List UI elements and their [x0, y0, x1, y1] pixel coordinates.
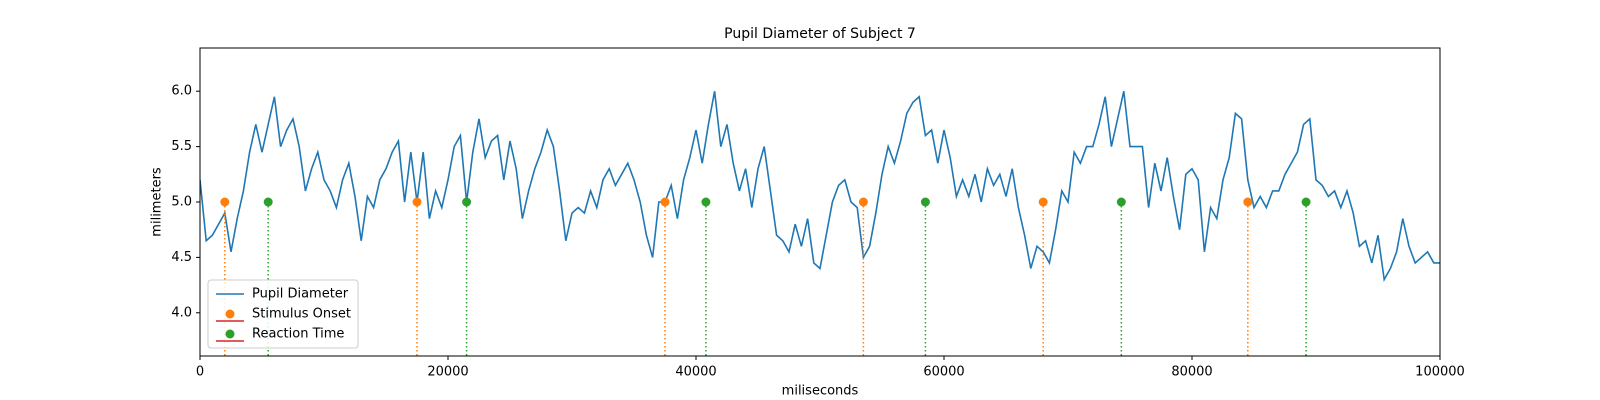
stem-marker: [1116, 197, 1126, 207]
stem-marker: [660, 197, 670, 207]
y-tick-label: 4.5: [171, 250, 192, 265]
x-tick-label: 0: [196, 365, 204, 380]
stem-marker: [263, 197, 273, 207]
legend-marker: [225, 329, 235, 339]
y-tick-label: 5.0: [171, 195, 192, 210]
legend-label: Pupil Diameter: [252, 287, 349, 302]
legend-marker: [225, 309, 235, 319]
stem-marker: [920, 197, 930, 207]
stem-marker: [858, 197, 868, 207]
y-tick-label: 5.5: [171, 139, 192, 154]
y-axis-label: milimeters: [150, 167, 165, 237]
stem-marker: [1243, 197, 1253, 207]
x-tick-label: 40000: [675, 365, 716, 380]
axes-frame: [199, 47, 1441, 357]
x-tick-label: 80000: [1171, 365, 1212, 380]
x-axis-label: miliseconds: [782, 384, 859, 399]
stem-marker: [220, 197, 230, 207]
stem-marker: [1038, 197, 1048, 207]
stem-marker: [701, 197, 711, 207]
plot-area: [200, 91, 1440, 356]
legend-box: [207, 279, 359, 349]
chart-title: Pupil Diameter of Subject 7: [724, 26, 916, 42]
x-tick-label: 60000: [923, 365, 964, 380]
stem-marker: [1301, 197, 1311, 207]
y-tick-label: 6.0: [171, 84, 192, 99]
stem-marker: [412, 197, 422, 207]
data-line: [200, 91, 1440, 283]
legend-label: Stimulus Onset: [252, 307, 351, 322]
y-tick-label: 4.0: [171, 305, 192, 320]
x-tick-label: 20000: [427, 365, 468, 380]
x-tick-label: 100000: [1415, 365, 1465, 380]
stem-marker: [462, 197, 472, 207]
legend-label: Reaction Time: [252, 327, 344, 342]
